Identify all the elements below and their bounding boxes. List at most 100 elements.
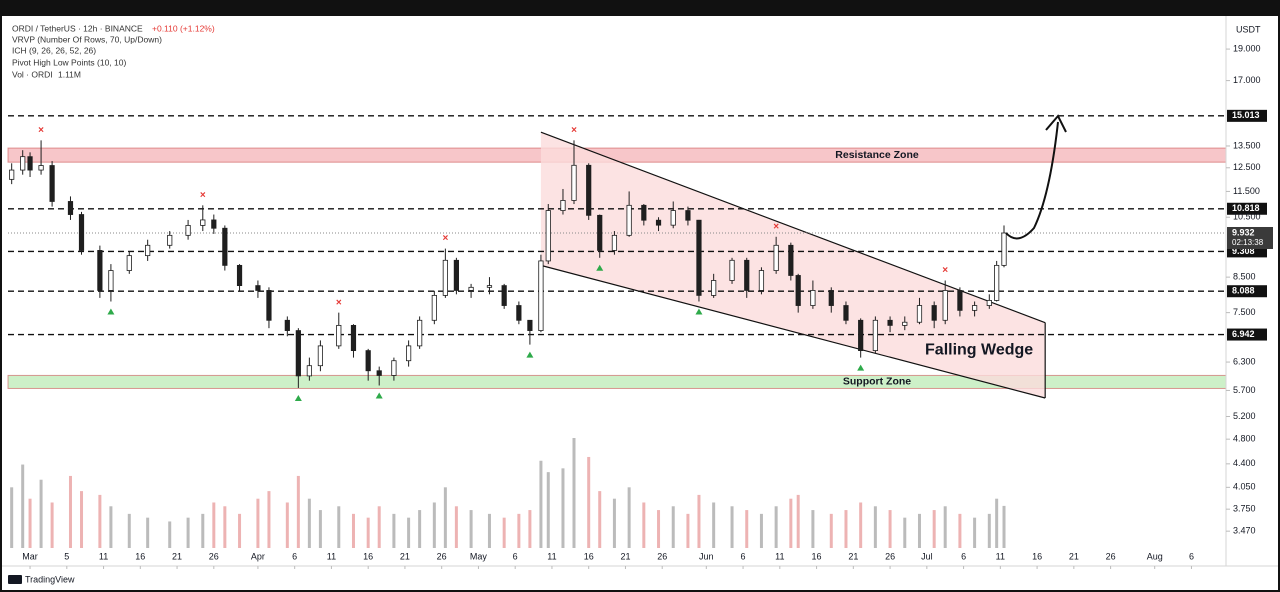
candle-body — [284, 319, 290, 331]
logo-icon — [8, 575, 22, 584]
volume-bar — [307, 498, 311, 548]
volume-bar — [285, 502, 289, 548]
countdown: 02:13:38 — [1232, 238, 1264, 247]
y-tick-label: 5.200 — [1233, 411, 1256, 421]
pivot-low — [375, 392, 383, 399]
volume-bar — [351, 513, 355, 548]
candle-body — [711, 280, 717, 296]
volume-bar — [201, 513, 205, 548]
candle-body — [20, 156, 26, 171]
volume-bar — [50, 502, 54, 548]
arrow-head — [1045, 114, 1067, 133]
volume-bar — [811, 510, 815, 548]
volume-bar — [671, 506, 675, 548]
wedge-label: Falling Wedge — [925, 342, 1033, 359]
brand: TradingView — [25, 574, 75, 584]
pivot-low — [526, 351, 534, 358]
candle-body — [185, 225, 191, 236]
volume-bar — [686, 513, 690, 548]
volume-bar — [528, 510, 532, 548]
volume-bar — [127, 513, 131, 548]
volume-bar — [642, 502, 646, 548]
candle-body — [317, 345, 324, 367]
last-price-tag — [1227, 226, 1273, 249]
volume-bar — [987, 513, 991, 548]
candle-body — [773, 244, 779, 271]
volume-bar — [28, 498, 32, 548]
y-tick-label: 3.750 — [1233, 504, 1256, 514]
candle-body — [696, 219, 702, 296]
panel — [2, 16, 1278, 590]
x-tick-label: 26 — [209, 551, 219, 561]
candle-body — [655, 219, 662, 226]
candle-body — [222, 227, 228, 266]
volume-last: 1.11M — [58, 69, 81, 79]
x-tick-label: 21 — [848, 551, 858, 561]
volume-bar — [98, 494, 102, 548]
candle-body — [27, 156, 33, 171]
y-tick-label: 8.500 — [1233, 272, 1256, 282]
change: +0.110 (+1.12%) — [152, 23, 215, 33]
volume-bar — [561, 468, 565, 548]
candle-body — [431, 294, 437, 321]
candle-body — [376, 370, 382, 376]
candle-body — [266, 290, 272, 321]
breakout-arrow — [1005, 121, 1059, 240]
level-label: 6.942 — [1232, 329, 1255, 339]
candle-body — [538, 260, 544, 331]
x-tick-label: 5 — [64, 551, 69, 561]
candle-body — [453, 259, 459, 291]
pivot-low — [857, 364, 865, 371]
volume-bar — [418, 510, 422, 548]
x-tick-label: Jul — [921, 551, 933, 561]
candle-body — [586, 164, 592, 216]
volume-bar — [697, 494, 701, 548]
candle-body — [200, 219, 206, 226]
candle-body — [527, 319, 533, 331]
volume-bar — [443, 487, 447, 548]
volume-bar — [572, 438, 576, 548]
x-tick-label: 21 — [400, 551, 410, 561]
candle-body — [97, 250, 103, 291]
candle-body — [49, 165, 55, 202]
pivot-high: × — [38, 125, 44, 136]
volume-bar — [238, 513, 242, 548]
volume-bar — [223, 506, 227, 548]
candle-body — [350, 324, 357, 351]
y-tick-label: 12.500 — [1233, 162, 1261, 172]
candle-body — [306, 365, 312, 377]
y-tick-label: 4.400 — [1233, 458, 1256, 468]
candle-body — [942, 290, 948, 321]
x-tick-label: 26 — [437, 551, 447, 561]
candle-body — [641, 204, 647, 221]
zone — [7, 147, 1227, 163]
candle-body — [887, 319, 893, 326]
x-tick-label: 11 — [996, 551, 1005, 561]
level-tag — [1227, 109, 1267, 122]
x-tick-label: 21 — [172, 551, 182, 561]
volume-bar — [296, 475, 300, 548]
candle-body — [972, 305, 978, 311]
x-tick-label: 11 — [547, 551, 556, 561]
y-tick-label: 4.800 — [1233, 434, 1256, 444]
volume-bar — [517, 513, 521, 548]
x-tick-label: 16 — [1032, 551, 1042, 561]
zone-label: Support Zone — [843, 376, 911, 388]
last-price-label: 9.932 — [1232, 227, 1255, 237]
candle-body — [295, 330, 301, 377]
volume-bar — [168, 521, 172, 548]
x-tick-label: 26 — [657, 551, 667, 561]
volume-bar — [888, 510, 892, 548]
volume-bar — [796, 494, 800, 548]
volume-bar — [903, 517, 907, 548]
candle-body — [1001, 232, 1007, 266]
candle-body — [78, 214, 85, 251]
y-tick-label: 19.000 — [1233, 43, 1261, 53]
candle-body — [670, 210, 676, 226]
candle-body — [560, 200, 566, 211]
candle-body — [516, 305, 522, 321]
y-tick-label: 7.500 — [1233, 307, 1256, 317]
candle-body — [916, 305, 923, 323]
level-label: 15.013 — [1232, 110, 1260, 120]
pivot-low — [294, 394, 302, 401]
